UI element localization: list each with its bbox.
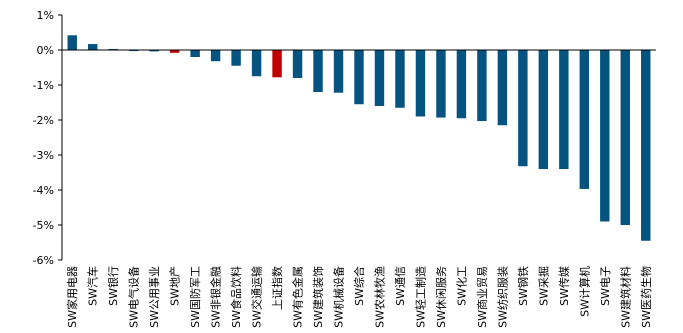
category-label: SW食品饮料 — [229, 266, 243, 328]
category-label: SW通信 — [394, 266, 407, 306]
category-label: SW非银金融 — [209, 266, 223, 328]
y-tick-label: -1% — [33, 79, 54, 92]
bar — [149, 50, 159, 52]
bar — [108, 48, 118, 50]
bar — [415, 50, 426, 117]
category-label: SW国防军工 — [188, 266, 202, 328]
category-label: SW汽车 — [86, 266, 100, 306]
bar — [210, 50, 221, 62]
bar — [456, 50, 467, 119]
bar — [395, 50, 405, 108]
category-label: SW医药生物 — [639, 266, 653, 328]
bar — [538, 50, 549, 169]
bar — [477, 50, 487, 122]
y-tick-label: -6% — [33, 254, 54, 267]
category-label: SW采掘 — [536, 266, 550, 306]
bar — [292, 50, 303, 78]
bar — [333, 50, 344, 93]
bar — [518, 50, 528, 167]
bar — [374, 50, 385, 106]
category-label: 上证指数 — [270, 266, 284, 310]
category-label: SW交通运输 — [250, 266, 264, 328]
y-tick-label: 0% — [37, 44, 54, 57]
y-tick-label: -5% — [33, 219, 54, 232]
category-label: SW轻工制造 — [413, 266, 427, 328]
bars — [67, 35, 651, 241]
y-tick-label: 1% — [37, 9, 54, 22]
bar — [579, 50, 590, 189]
y-tick-label: -2% — [33, 114, 54, 127]
category-label: SW建筑装饰 — [311, 266, 325, 328]
bar — [497, 50, 508, 126]
bar — [169, 50, 180, 53]
bar — [641, 50, 651, 241]
bar — [231, 50, 241, 66]
category-label: SW纺织服装 — [495, 266, 509, 328]
category-label: SW公用事业 — [148, 266, 161, 328]
bar — [67, 35, 77, 50]
bar — [436, 50, 446, 118]
category-label: SW商业贸易 — [475, 266, 489, 328]
category-labels: SW家用电器 SW汽车 SW银行 SW电气设备 SW公用事业 SW地产 SW国防军工 SW非银… — [65, 266, 653, 328]
bar — [251, 50, 262, 77]
category-label: SW电子 — [599, 266, 612, 306]
category-label: SW银行 — [106, 266, 120, 306]
bar — [600, 50, 610, 222]
category-label: SW地产 — [168, 266, 182, 306]
bar — [272, 50, 282, 78]
category-label: SW农林牧渔 — [372, 266, 386, 328]
category-label: SW有色金属 — [291, 266, 305, 328]
y-tick-label: -4% — [33, 184, 54, 197]
bar — [190, 50, 200, 57]
y-tick-label: -3% — [33, 149, 54, 162]
bar — [88, 44, 98, 50]
category-label: SW计算机 — [577, 266, 591, 317]
category-label: SW家用电器 — [65, 266, 79, 328]
bar — [559, 50, 569, 169]
category-label: SW机械设备 — [332, 266, 346, 328]
category-label: SW传媒 — [558, 266, 571, 306]
bar — [313, 50, 323, 92]
y-axis: 1% 0% -1% -2% -3% -4% -5% -6% — [33, 9, 63, 267]
category-label: SW电气设备 — [127, 266, 141, 328]
category-label: SW化工 — [454, 266, 468, 306]
category-label: SW综合 — [352, 266, 366, 306]
category-label: SW建筑材料 — [618, 266, 632, 328]
category-label: SW钢铁 — [517, 266, 530, 306]
category-label: SW休闲服务 — [434, 266, 448, 328]
bar — [128, 50, 139, 52]
bar — [620, 50, 630, 225]
bar — [354, 50, 364, 105]
